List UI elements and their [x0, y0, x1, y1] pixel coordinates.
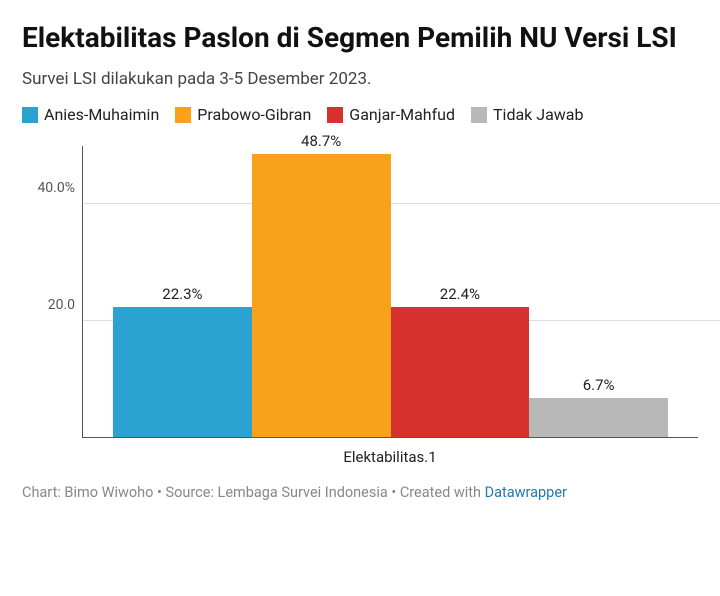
legend: Anies-Muhaimin Prabowo-Gibran Ganjar-Mah…	[22, 105, 698, 124]
bars-container: 22.3% 48.7% 22.4% 6.7%	[83, 146, 698, 437]
legend-item: Anies-Muhaimin	[22, 105, 159, 124]
bar-slot: 48.7%	[252, 146, 391, 437]
legend-label: Ganjar-Mahfud	[349, 105, 455, 124]
legend-swatch	[327, 107, 343, 123]
ytick-label: 40.0%	[37, 180, 83, 196]
bar	[391, 307, 530, 437]
chart-subtitle: Survei LSI dilakukan pada 3-5 Desember 2…	[22, 69, 698, 89]
ytick-label: 20.0	[48, 297, 83, 313]
legend-swatch	[175, 107, 191, 123]
legend-swatch	[22, 107, 38, 123]
bar-value-label: 48.7%	[301, 132, 341, 150]
xaxis-label: Elektabilitas.1	[82, 448, 698, 466]
footer-text: Chart: Bimo Wiwoho • Source: Lembaga Sur…	[22, 484, 485, 501]
legend-label: Anies-Muhaimin	[44, 105, 159, 124]
legend-swatch	[471, 107, 487, 123]
bar	[529, 398, 668, 437]
bar-slot: 22.4%	[391, 146, 530, 437]
legend-item: Ganjar-Mahfud	[327, 105, 455, 124]
bar	[252, 154, 391, 437]
legend-item: Tidak Jawab	[471, 105, 583, 124]
bar	[113, 307, 252, 437]
legend-item: Prabowo-Gibran	[175, 105, 311, 124]
bar-slot: 6.7%	[529, 146, 668, 437]
chart-title: Elektabilitas Paslon di Segmen Pemilih N…	[22, 20, 698, 55]
bar-value-label: 22.4%	[440, 285, 480, 303]
legend-label: Prabowo-Gibran	[197, 105, 311, 124]
chart-footer: Chart: Bimo Wiwoho • Source: Lembaga Sur…	[22, 484, 698, 501]
datawrapper-link[interactable]: Datawrapper	[485, 484, 567, 501]
plot-area: 20.0 40.0% 22.3% 48.7% 22.4% 6.7%	[82, 146, 698, 438]
bar-slot: 22.3%	[113, 146, 252, 437]
legend-label: Tidak Jawab	[493, 105, 583, 124]
bar-value-label: 22.3%	[162, 285, 202, 303]
bar-chart: 20.0 40.0% 22.3% 48.7% 22.4% 6.7% Elekta…	[82, 146, 698, 466]
bar-value-label: 6.7%	[583, 376, 615, 394]
